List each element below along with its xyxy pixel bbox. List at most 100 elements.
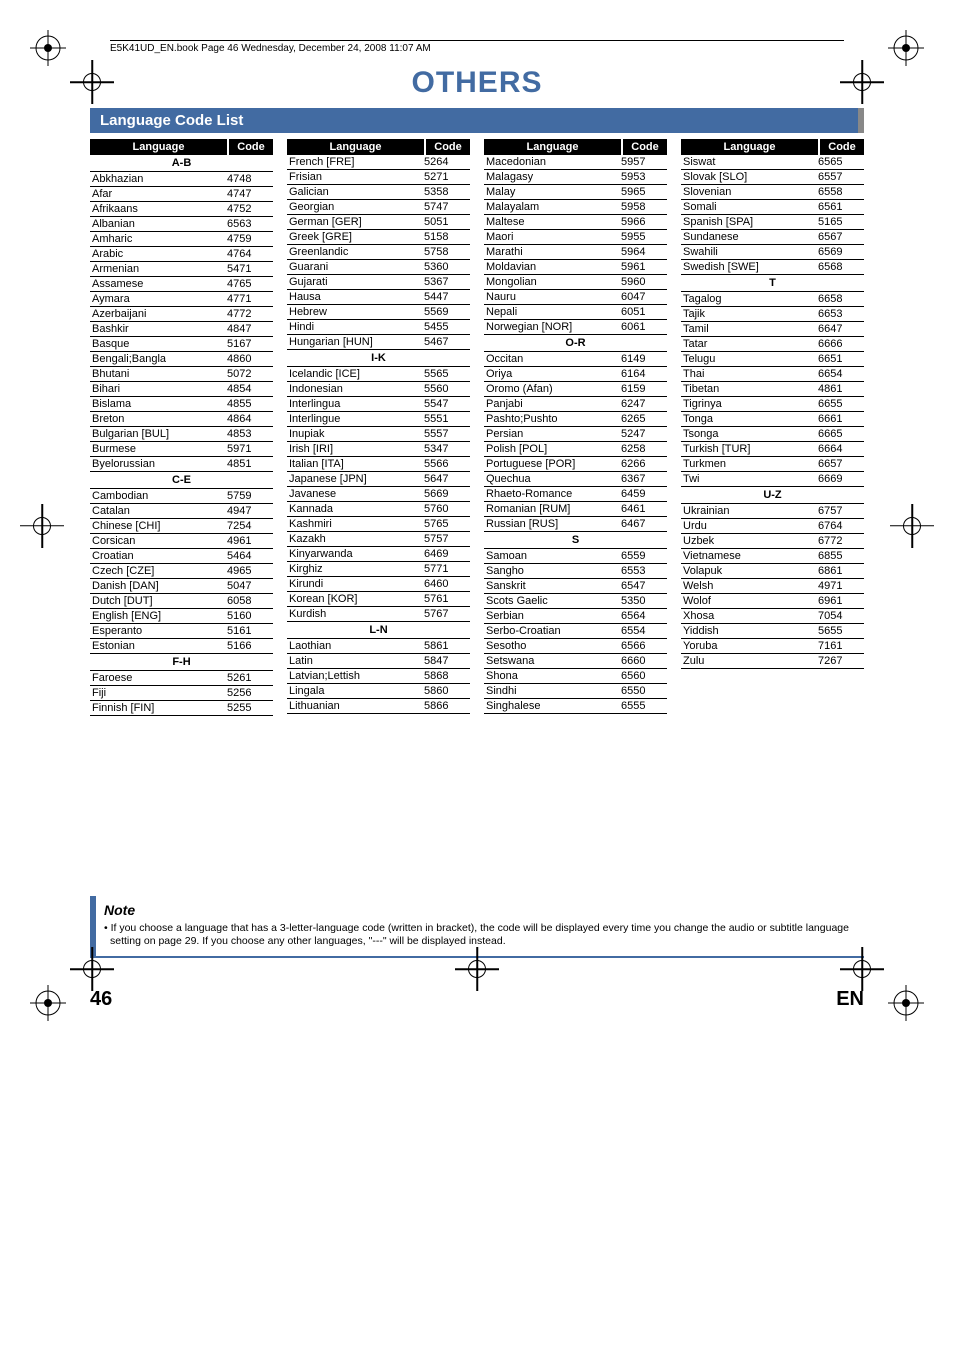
- language-name: Kazakh: [289, 533, 424, 545]
- language-code: 6460: [424, 578, 468, 590]
- language-code: 4947: [227, 505, 271, 517]
- language-name: Azerbaijani: [92, 308, 227, 320]
- table-row: Telugu6651: [681, 352, 864, 367]
- language-code: 5358: [424, 186, 468, 198]
- language-code: 5761: [424, 593, 468, 605]
- language-code: 4861: [818, 383, 862, 395]
- table-row: Hindi5455: [287, 320, 470, 335]
- language-name: Afrikaans: [92, 203, 227, 215]
- language-code: 5860: [424, 685, 468, 697]
- language-code: 4851: [227, 458, 271, 470]
- language-name: Fiji: [92, 687, 227, 699]
- language-name: Greek [GRE]: [289, 231, 424, 243]
- table-row: Bihari4854: [90, 382, 273, 397]
- language-name: Volapuk: [683, 565, 818, 577]
- language-code: 6553: [621, 565, 665, 577]
- language-code: 6058: [227, 595, 271, 607]
- table-row: Armenian5471: [90, 262, 273, 277]
- language-name: Hausa: [289, 291, 424, 303]
- language-name: Guarani: [289, 261, 424, 273]
- language-code: 5264: [424, 156, 468, 168]
- language-name: Finnish [FIN]: [92, 702, 227, 714]
- header-language: Language: [681, 139, 820, 155]
- language-name: Maori: [486, 231, 621, 243]
- language-name: Sundanese: [683, 231, 818, 243]
- language-name: Hungarian [HUN]: [289, 336, 424, 348]
- language-column: LanguageCodeSiswat6565Slovak [SLO]6557Sl…: [681, 139, 864, 716]
- table-row: Twi6669: [681, 472, 864, 487]
- table-row: Kannada5760: [287, 502, 470, 517]
- table-row: Abkhazian4748: [90, 172, 273, 187]
- language-name: Sanskrit: [486, 580, 621, 592]
- table-row: Malagasy5953: [484, 170, 667, 185]
- header-code: Code: [623, 139, 667, 155]
- page-footer: 46 EN: [90, 988, 864, 1011]
- language-name: Siswat: [683, 156, 818, 168]
- table-row: Tigrinya6655: [681, 397, 864, 412]
- language-name: Nauru: [486, 291, 621, 303]
- language-name: Welsh: [683, 580, 818, 592]
- language-name: Catalan: [92, 505, 227, 517]
- language-code: 5161: [227, 625, 271, 637]
- language-code: 5565: [424, 368, 468, 380]
- language-name: Byelorussian: [92, 458, 227, 470]
- language-name: Tonga: [683, 413, 818, 425]
- language-code: 5958: [621, 201, 665, 213]
- table-row: French [FRE]5264: [287, 155, 470, 170]
- table-row: Spanish [SPA]5165: [681, 215, 864, 230]
- language-code: 5547: [424, 398, 468, 410]
- table-row: Tsonga6665: [681, 427, 864, 442]
- language-name: Greenlandic: [289, 246, 424, 258]
- language-code: 5551: [424, 413, 468, 425]
- language-name: Bihari: [92, 383, 227, 395]
- language-name: Kinyarwanda: [289, 548, 424, 560]
- language-name: Vietnamese: [683, 550, 818, 562]
- language-name: French [FRE]: [289, 156, 424, 168]
- table-row: Inupiak5557: [287, 427, 470, 442]
- language-code: 5771: [424, 563, 468, 575]
- table-row: Albanian6563: [90, 217, 273, 232]
- language-name: Samoan: [486, 550, 621, 562]
- language-code: 6764: [818, 520, 862, 532]
- column-header: LanguageCode: [484, 139, 667, 155]
- crop-mark-icon: [840, 60, 884, 104]
- table-row: Ukrainian6757: [681, 504, 864, 519]
- language-name: Pashto;Pushto: [486, 413, 621, 425]
- language-name: Persian: [486, 428, 621, 440]
- language-code: 4847: [227, 323, 271, 335]
- language-code: 5971: [227, 443, 271, 455]
- language-code: 6647: [818, 323, 862, 335]
- language-name: Sesotho: [486, 640, 621, 652]
- language-name: Oromo (Afan): [486, 383, 621, 395]
- header-code: Code: [229, 139, 273, 155]
- table-row: Basque5167: [90, 337, 273, 352]
- language-name: Russian [RUS]: [486, 518, 621, 530]
- language-name: Irish [IRI]: [289, 443, 424, 455]
- table-row: Amharic4759: [90, 232, 273, 247]
- language-code: 5072: [227, 368, 271, 380]
- table-row: Irish [IRI]5347: [287, 442, 470, 457]
- language-name: Zulu: [683, 655, 818, 667]
- language-name: Ukrainian: [683, 505, 818, 517]
- language-code: 6149: [621, 353, 665, 365]
- language-name: Amharic: [92, 233, 227, 245]
- table-row: Moldavian5961: [484, 260, 667, 275]
- table-row: Guarani5360: [287, 260, 470, 275]
- language-code: 5166: [227, 640, 271, 652]
- table-row: Bislama4855: [90, 397, 273, 412]
- language-code: 5471: [227, 263, 271, 275]
- language-code: 6569: [818, 246, 862, 258]
- table-row: Kirundi6460: [287, 577, 470, 592]
- language-name: Tatar: [683, 338, 818, 350]
- language-name: Macedonian: [486, 156, 621, 168]
- language-name: Javanese: [289, 488, 424, 500]
- language-name: Cambodian: [92, 490, 227, 502]
- table-row: Hungarian [HUN]5467: [287, 335, 470, 350]
- table-row: Latin5847: [287, 654, 470, 669]
- language-code: 5966: [621, 216, 665, 228]
- table-row: Macedonian5957: [484, 155, 667, 170]
- table-row: Laothian5861: [287, 639, 470, 654]
- language-code: 4854: [227, 383, 271, 395]
- language-name: Uzbek: [683, 535, 818, 547]
- table-row: Esperanto5161: [90, 624, 273, 639]
